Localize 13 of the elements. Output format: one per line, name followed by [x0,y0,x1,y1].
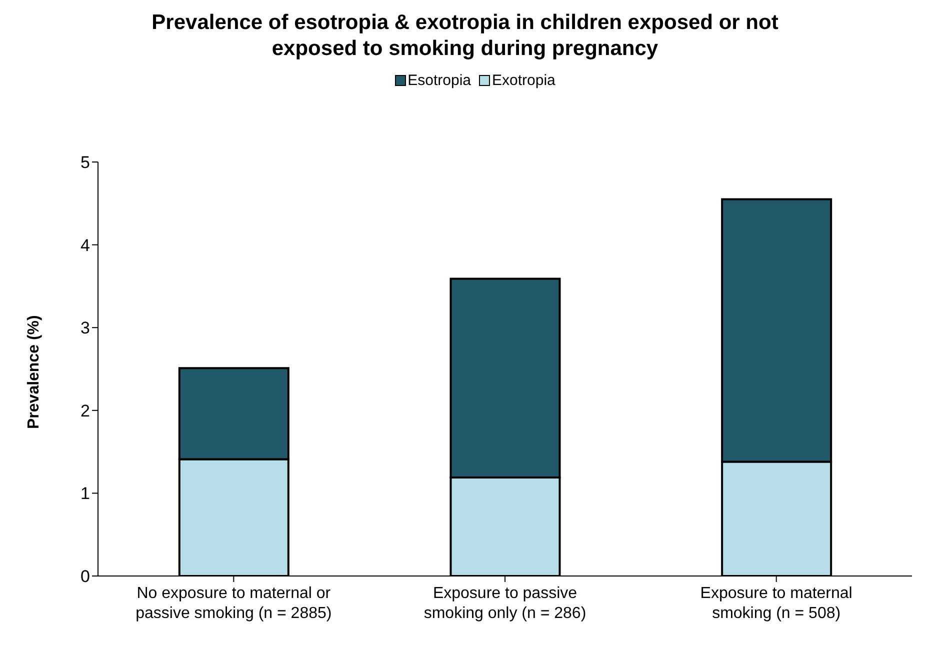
y-axis-title: Prevalence (%) [26,315,43,429]
y-tick-label: 2 [80,401,90,420]
legend-label: Exotropia [491,72,556,89]
x-tick-label: Exposure to maternal smoking (n = 508) [700,585,852,622]
x-tick-label: Exposure to passive smoking only (n = 286) [424,585,586,622]
y-tick-label: 1 [80,484,90,504]
y-tick-label: 4 [80,236,90,255]
y-tick-label: 5 [80,153,90,172]
x-tick-label: No exposure to maternal or passive smoking (n = 2885) [136,585,332,622]
y-tick-label: 3 [80,318,90,338]
y-tick-label: 0 [80,567,90,586]
chart-title: Prevalence of esotropia & exotropia in children exposed or not exposed to smoking during pregnancy [150,10,780,62]
legend-label: Esotropia [406,72,471,89]
